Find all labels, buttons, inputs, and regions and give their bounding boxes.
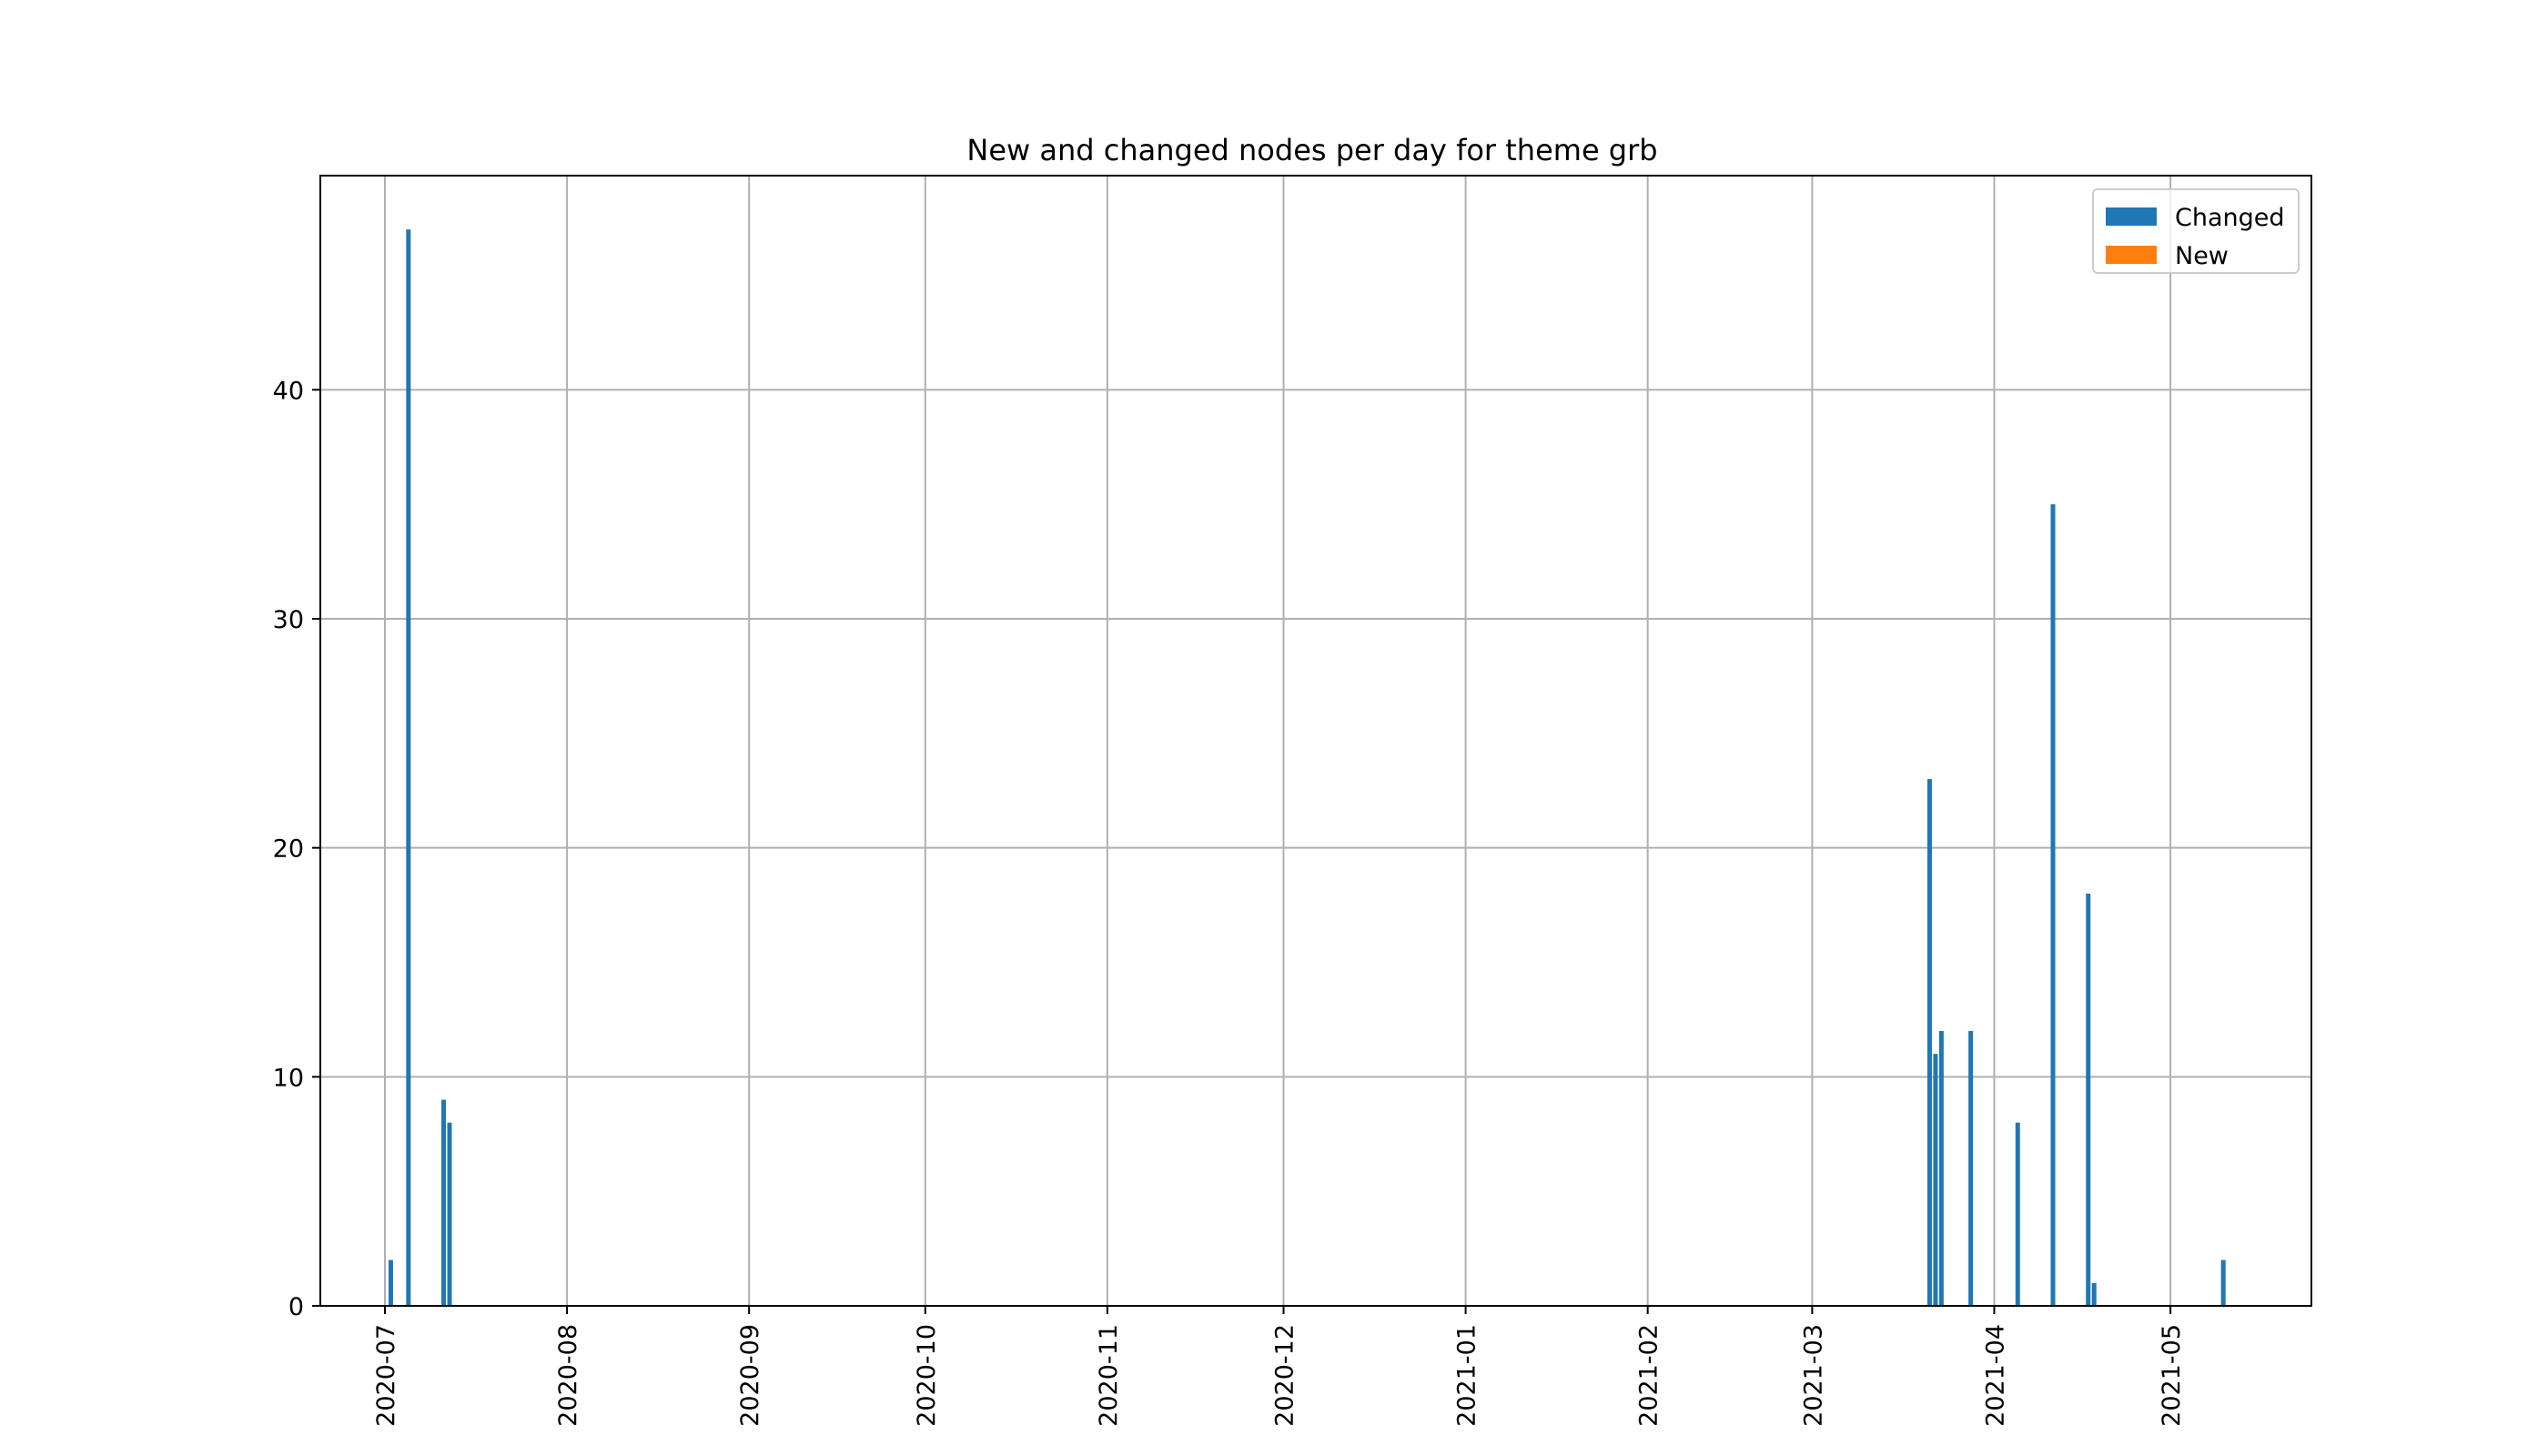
chart-title: New and changed nodes per day for theme … <box>966 133 1657 167</box>
legend-label-changed: Changed <box>2175 204 2285 232</box>
y-tick-label: 40 <box>273 377 304 405</box>
x-tick-label: 2021-03 <box>1799 1324 1827 1427</box>
bar-changed <box>2091 1282 2097 1306</box>
x-tick-label: 2021-02 <box>1635 1324 1663 1427</box>
bar-changed <box>447 1122 452 1306</box>
legend-swatch-new <box>2106 246 2157 264</box>
x-tick-label: 2020-10 <box>913 1324 941 1427</box>
bar-changed <box>2086 893 2091 1306</box>
x-tick-label: 2020-09 <box>736 1324 764 1427</box>
x-tick-label: 2020-11 <box>1095 1324 1123 1427</box>
bar-changed <box>1933 1054 1938 1306</box>
y-tick-label: 20 <box>273 835 304 864</box>
bar-changed <box>1968 1030 1974 1306</box>
x-tick-label: 2021-01 <box>1453 1324 1481 1427</box>
bar-changed <box>1938 1030 1944 1306</box>
legend-swatch-changed <box>2106 207 2157 226</box>
bar-changed <box>388 1259 393 1306</box>
bar-changed <box>2050 504 2056 1306</box>
legend: Changed New <box>2092 188 2300 274</box>
plot-frame <box>319 175 2312 1307</box>
x-tick-label: 2021-04 <box>1981 1324 2009 1427</box>
x-tick-label: 2021-05 <box>2158 1324 2186 1427</box>
x-tick-label: 2020-07 <box>372 1324 400 1427</box>
grid-lines <box>320 176 2311 1307</box>
bar-changed <box>1926 779 1932 1306</box>
bar-changed <box>2220 1259 2226 1306</box>
bar-changed <box>441 1099 447 1306</box>
bar-changed <box>406 229 411 1307</box>
y-tick-label: 10 <box>273 1064 304 1092</box>
bar-changed <box>2015 1122 2020 1306</box>
x-tick-label: 2020-08 <box>554 1324 582 1427</box>
legend-label-new: New <box>2175 242 2229 270</box>
y-tick-label: 0 <box>288 1293 304 1321</box>
y-tick-label: 30 <box>273 606 304 634</box>
x-tick-label: 2020-12 <box>1271 1324 1299 1427</box>
bars <box>388 229 2226 1307</box>
axis-ticks: 2020-07 2020-08 2020-09 2020-10 2020-11 2020-… <box>273 377 2186 1426</box>
